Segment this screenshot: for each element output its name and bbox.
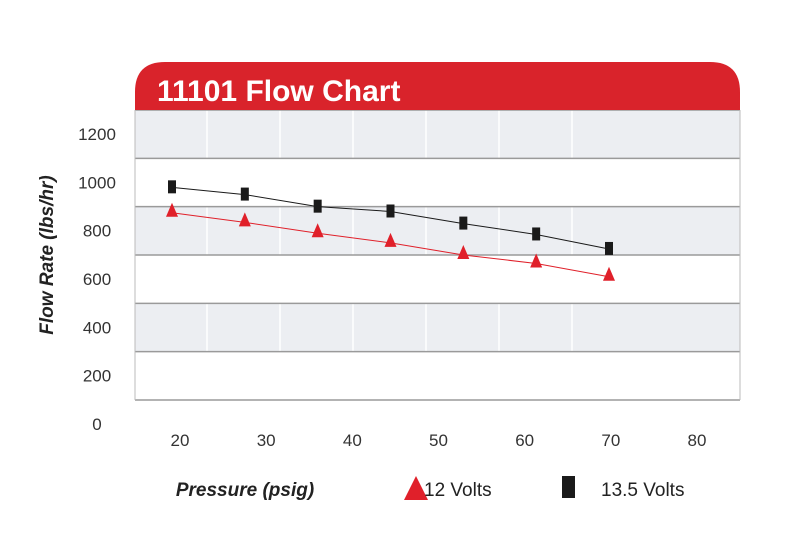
x-tick-label: 50 <box>429 431 448 450</box>
y-tick-label: 0 <box>92 415 101 434</box>
square-marker <box>532 227 541 241</box>
legend: 12 Volts 13.5 Volts <box>404 476 684 501</box>
y-tick-label: 400 <box>83 318 111 337</box>
square-marker <box>386 204 395 218</box>
legend-triangle-marker <box>404 476 428 500</box>
square-marker <box>313 199 322 213</box>
x-tick-label: 60 <box>515 431 534 450</box>
y-tick-label: 600 <box>83 270 111 289</box>
y-tick-label: 1200 <box>78 125 116 144</box>
triangle-marker <box>603 266 615 281</box>
y-tick-label: 1000 <box>78 173 116 192</box>
x-axis-label: Pressure (psig) <box>176 480 314 501</box>
legend-label-13-5-volts: 13.5 Volts <box>601 480 684 501</box>
triangle-marker <box>166 202 178 217</box>
legend-label-12-volts: 12 Volts <box>424 480 492 501</box>
triangle-marker <box>311 223 324 238</box>
legend-square-marker <box>562 476 575 498</box>
x-tick-label: 70 <box>601 431 620 450</box>
square-marker <box>605 241 613 255</box>
triangle-marker <box>457 245 470 259</box>
grid-band <box>135 255 740 304</box>
grid-band <box>135 303 740 352</box>
square-marker <box>459 216 468 230</box>
grid-band <box>135 351 740 400</box>
square-marker <box>168 180 176 194</box>
grid-band <box>135 206 740 255</box>
triangle-marker <box>384 232 397 247</box>
triangle-marker <box>530 253 543 268</box>
x-tick-label: 40 <box>343 431 362 450</box>
y-tick-label: 200 <box>83 367 111 386</box>
chart-title-banner <box>135 62 740 110</box>
x-tick-label: 20 <box>171 431 190 450</box>
y-axis-label: Flow Rate (lbs/hr) <box>37 175 58 334</box>
square-marker <box>240 187 249 201</box>
triangle-marker <box>238 212 251 227</box>
chart-title: 11101 Flow Chart <box>157 75 400 108</box>
x-tick-label: 80 <box>688 431 707 450</box>
grid-band <box>135 158 740 207</box>
grid-band <box>135 110 740 159</box>
y-tick-label: 800 <box>83 222 111 241</box>
x-tick-label: 30 <box>257 431 276 450</box>
